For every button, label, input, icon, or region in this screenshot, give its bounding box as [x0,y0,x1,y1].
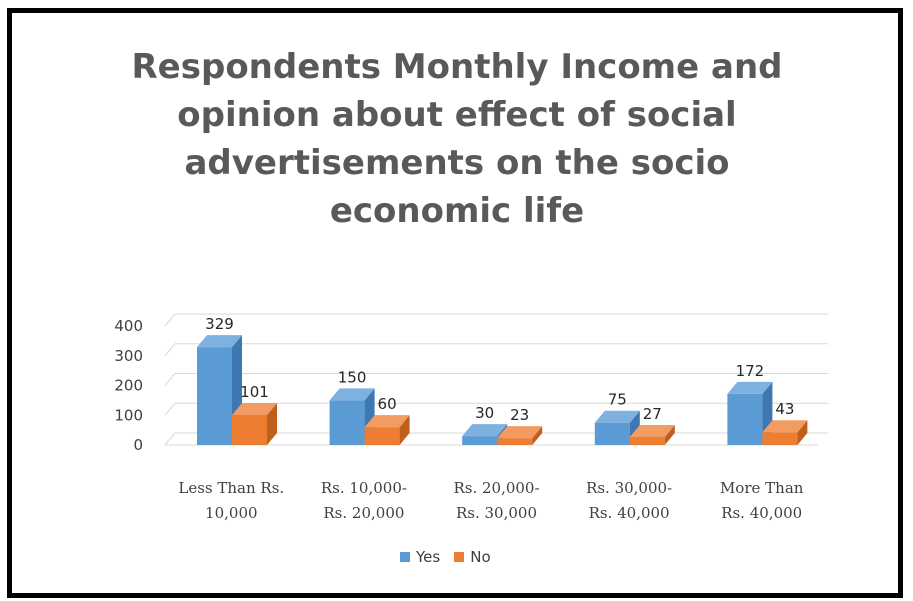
bar-no [497,438,533,445]
category-label: Rs. 20,000- [453,479,539,497]
category-label: 10,000 [205,504,258,522]
bar-yes [462,436,498,445]
category-label: More Than [720,479,804,497]
data-label-yes: 172 [736,362,765,380]
bar-side-no [664,424,675,445]
legend-item-yes: Yes [400,548,440,566]
category-label: Rs. 40,000 [589,504,670,522]
gridline-depth [164,343,176,357]
y-tick-label: 200 [114,377,143,395]
data-label-no: 43 [775,400,794,418]
legend-item-no: No [454,548,491,566]
chart-frame: Respondents Monthly Income and opinion a… [7,8,903,598]
bar-no [232,414,267,445]
chart-title-line: Respondents Monthly Income and [131,47,783,87]
bar-yes [197,347,232,445]
data-label-yes: 75 [608,391,627,409]
bar-top-yes [462,424,508,437]
chart-title-line: opinion about effect of social [177,95,737,135]
legend: Yes No [400,548,491,566]
gridline-depth [164,313,176,327]
data-label-yes: 329 [205,315,234,333]
y-tick-label: 400 [114,317,143,335]
bar-yes [727,393,763,445]
data-label-yes: 150 [338,368,367,386]
bar-top-yes [197,335,242,348]
data-label-yes: 30 [475,404,494,422]
y-tick-label: 300 [114,347,143,365]
bar-top-no [762,420,808,433]
legend-label-yes: Yes [416,548,441,566]
chart-title-line: advertisements on the socio [184,143,730,183]
bar-no [364,427,400,445]
bar-no [629,436,665,445]
bar-top-no [629,424,675,437]
data-label-no: 27 [643,405,662,423]
chart-title-line: economic life [329,191,585,231]
bar-top-no [232,402,277,415]
bar-yes [594,422,630,445]
y-tick-label: 0 [133,436,143,454]
legend-label-no: No [470,548,491,566]
chart-title: Respondents Monthly Income and opinion a… [72,43,842,235]
bar-side-no [267,402,277,445]
data-label-no: 23 [510,406,529,424]
gridline-depth [164,402,176,416]
category-label: Less Than Rs. [178,479,284,497]
data-label-no: 60 [378,395,397,413]
legend-swatch-yes [400,552,410,562]
gridline-depth [164,373,176,386]
bar-top-no [364,415,410,428]
category-label: Rs. 40,000 [721,504,802,522]
bar-top-yes [594,410,640,423]
bar-side-no [797,420,808,445]
legend-swatch-no [454,552,465,562]
category-label: Rs. 20,000 [323,504,404,522]
bar-top-yes [329,388,375,401]
bar-side-no [399,415,410,445]
category-label: Rs. 30,000 [456,504,537,522]
bar-top-no [497,426,543,439]
data-label-no: 101 [240,383,269,401]
category-label: Rs. 10,000- [321,479,407,497]
bar-yes [329,400,365,445]
bar-no [762,432,798,445]
y-tick-label: 100 [114,406,143,424]
gridline-depth [164,432,176,446]
bar-side-no [532,426,543,445]
bar-top-yes [727,381,773,394]
category-label: Rs. 30,000- [586,479,672,497]
